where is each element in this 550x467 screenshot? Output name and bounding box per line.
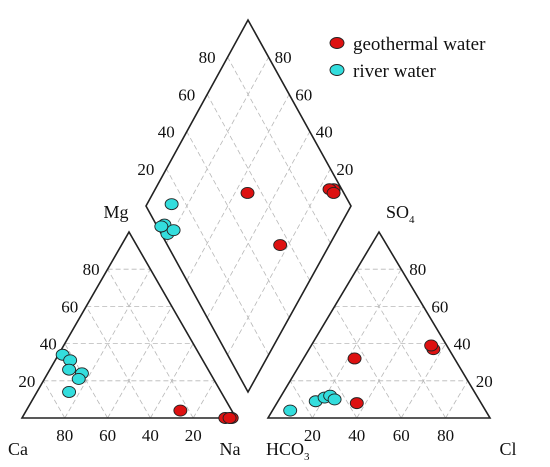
point-river-anion xyxy=(283,404,298,417)
grid-lines xyxy=(43,57,469,419)
point-geothermal-anion xyxy=(347,352,362,365)
point-geothermal-anion xyxy=(349,397,364,410)
cation-grid-line xyxy=(43,380,66,419)
point-geothermal-diamond xyxy=(326,187,341,199)
point-river-diamond xyxy=(154,220,169,233)
diamond-left-tick: 20 xyxy=(137,160,154,179)
cation-bottom-tick: 40 xyxy=(142,426,159,445)
cation-triangle xyxy=(20,230,238,419)
anion-right-tick: 20 xyxy=(476,372,493,391)
anion-bottom-tick: 40 xyxy=(348,426,365,445)
anion-bottom-tick: 80 xyxy=(437,426,454,445)
cation-grid-line xyxy=(192,380,215,419)
anion-grid-line xyxy=(289,380,313,419)
cation-grid-line xyxy=(64,269,151,419)
anion-right-tick: 60 xyxy=(431,297,448,316)
anion-grid-line xyxy=(334,306,402,419)
point-geothermal-cation xyxy=(222,412,237,424)
axis-label-ca: Ca xyxy=(8,439,28,459)
point-river-cation xyxy=(62,386,77,398)
anion-right-tick: 80 xyxy=(409,260,426,279)
legend-label-geothermal: geothermal water xyxy=(353,34,486,55)
diamond-right-tick: 40 xyxy=(316,123,333,142)
cation-bottom-tick: 60 xyxy=(99,426,116,445)
central-diamond xyxy=(145,18,352,394)
point-geothermal-diamond xyxy=(273,239,288,252)
diamond-right-tick: 20 xyxy=(336,160,353,179)
diamond-grid-line xyxy=(206,94,311,281)
anion-grid-line xyxy=(356,268,446,419)
diamond-grid-line xyxy=(227,168,331,355)
axis-label-na: Na xyxy=(220,439,241,459)
axis-label-cl: Cl xyxy=(499,439,516,459)
anion-grid-line xyxy=(400,343,446,419)
axis-label-so4: SO4 xyxy=(386,202,415,226)
diamond-right-tick: 60 xyxy=(295,85,312,104)
legend-marker-geothermal xyxy=(329,37,345,49)
point-river-anion xyxy=(327,393,342,406)
point-river-diamond xyxy=(164,198,179,211)
cation-left-tick: 80 xyxy=(83,260,100,279)
anion-grid-line xyxy=(312,343,358,419)
cation-grid-line xyxy=(85,306,151,419)
diamond-left-tick: 80 xyxy=(199,48,216,67)
legend: geothermal water river water xyxy=(329,34,486,82)
diamond-left-tick: 60 xyxy=(178,85,195,104)
legend-label-river: river water xyxy=(353,61,436,82)
cation-bottom-tick: 20 xyxy=(185,426,202,445)
diamond-grid-line xyxy=(227,57,331,244)
point-river-diamond xyxy=(166,224,181,237)
diamond-grid-line xyxy=(186,94,290,281)
cation-bottom-tick: 80 xyxy=(56,426,73,445)
diamond-grid-line xyxy=(166,168,269,355)
axis-label-mg: Mg xyxy=(103,202,128,222)
anion-grid-line xyxy=(356,306,424,419)
anion-bottom-tick: 20 xyxy=(304,426,321,445)
cation-grid-line xyxy=(107,306,173,419)
so4-subscript: 4 xyxy=(409,214,415,226)
anion-grid-line xyxy=(445,380,469,419)
point-geothermal-cation xyxy=(173,404,188,417)
data-points xyxy=(55,183,441,424)
anion-triangle xyxy=(266,230,492,419)
anion-right-tick: 40 xyxy=(454,335,471,354)
cation-grid-line xyxy=(64,343,108,419)
legend-marker-river xyxy=(329,64,345,76)
axis-label-hco3: HCO3 xyxy=(266,439,310,463)
hco3-main: HCO xyxy=(266,439,304,459)
cation-grid-line xyxy=(107,269,194,419)
so4-main: SO xyxy=(386,202,409,222)
hco3-subscript: 3 xyxy=(304,451,310,463)
diamond-grid-line xyxy=(166,57,269,244)
cation-left-tick: 40 xyxy=(40,335,57,354)
point-geothermal-diamond xyxy=(240,187,255,199)
cation-grid-line xyxy=(150,343,194,419)
cation-left-tick: 60 xyxy=(61,297,78,316)
point-river-cation xyxy=(62,363,77,376)
diamond-grid-line xyxy=(186,131,290,318)
diamond-right-tick: 80 xyxy=(275,48,292,67)
diagram-frames xyxy=(20,18,492,419)
anion-bottom-tick: 60 xyxy=(393,426,410,445)
diamond-left-tick: 40 xyxy=(158,123,175,142)
point-geothermal-anion xyxy=(424,339,439,352)
point-river-cation xyxy=(71,372,86,385)
diamond-grid-line xyxy=(206,131,311,318)
cation-left-tick: 20 xyxy=(18,372,35,391)
